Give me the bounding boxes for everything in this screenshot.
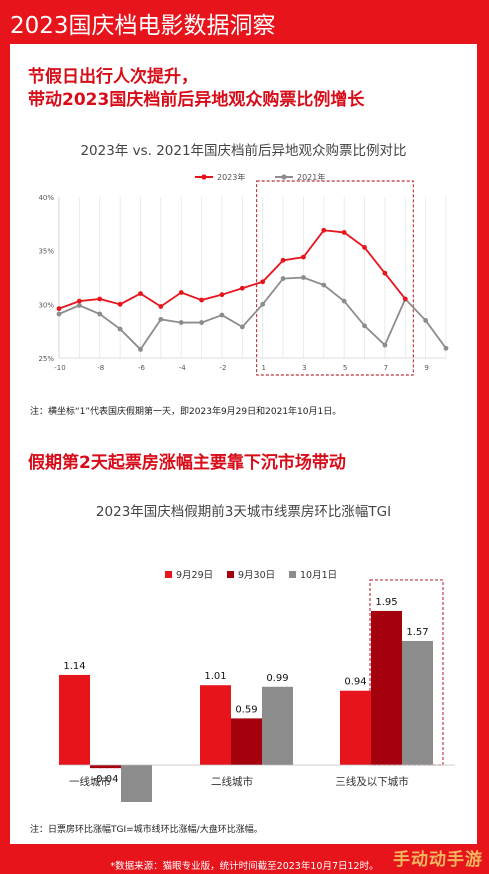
series-line-2021年 (58, 276, 447, 351)
content-card: 节假日出行人次提升， 带动2023国庆档前后异地观众购票比例增长 2023年 v… (10, 44, 477, 844)
data-point-2023年 (402, 296, 408, 302)
legend-label-1: 2021年 (297, 172, 325, 182)
bar-一线城市-9月30日 (90, 765, 121, 769)
bar-value-label: 1.14 (63, 661, 85, 672)
section1-title-line2: 带动2023国庆档前后异地观众购票比例增长 (28, 90, 365, 110)
x-tick-label: -4 (179, 364, 187, 372)
x-tick-label: 5 (343, 364, 347, 372)
x-tick-label: -2 (219, 364, 226, 372)
bar-二线城市-9月29日 (200, 685, 231, 765)
bar-二线城市-10月1日 (262, 686, 293, 765)
section2-title: 假期第2天起票房涨幅主要靠下沉市场带动 (28, 453, 346, 473)
data-source-footer: *数据来源：猫眼专业版，统计时间截至2023年10月7日12时。 (110, 861, 379, 872)
data-point-2023年 (280, 257, 286, 263)
legend-marker-0 (201, 174, 207, 180)
line-chart-note: 注：横坐标“1”代表国庆假期第一天，即2023年9月29日和2021年10月1日… (30, 407, 342, 417)
data-point-2023年 (239, 285, 245, 291)
bar-三线及以下城市-9月29日 (340, 690, 371, 765)
x-tick-label: 1 (261, 364, 265, 372)
series-line-2023年 (58, 229, 406, 310)
section1-title-line1: 节假日出行人次提升， (28, 67, 198, 87)
data-point-2021年 (56, 311, 62, 317)
data-point-2023年 (117, 301, 123, 307)
category-label: 二线城市 (211, 775, 253, 788)
line-chart-title: 2023年 vs. 2021年国庆档前后异地观众购票比例对比 (80, 143, 407, 159)
category-label: 一线城市 (69, 775, 111, 788)
x-tick-label: 9 (424, 364, 428, 372)
line-chart: 2023年 2021年 25% 30% 35% 40% -10 -8 -6 -4 -2 1 3 5 7 9 (38, 172, 449, 376)
bar-value-label: 1.01 (204, 671, 226, 682)
data-point-2023年 (219, 292, 225, 298)
legend-label-2: 10月1日 (300, 570, 337, 581)
data-point-2023年 (382, 270, 388, 276)
bar-value-label: 1.95 (375, 597, 397, 608)
x-tick-label: -6 (138, 364, 146, 372)
data-point-2023年 (158, 304, 164, 309)
data-point-2021年 (443, 345, 449, 351)
data-point-2023年 (199, 297, 204, 303)
x-tick-label: 3 (302, 364, 306, 372)
bar-value-label: 0.59 (235, 704, 257, 715)
data-point-2023年 (76, 298, 82, 304)
bar-value-label: -0.04 (93, 774, 119, 785)
bar-chart-title: 2023年国庆档假期前3天城市线票房环比涨幅TGI (95, 504, 392, 520)
data-point-2023年 (301, 254, 306, 260)
data-point-2023年 (321, 227, 327, 233)
data-point-2021年 (341, 298, 347, 304)
data-point-2023年 (362, 245, 367, 250)
data-point-2021年 (199, 320, 204, 325)
data-point-2021年 (219, 312, 225, 318)
bar-chart: 9月29日9月30日10月1日1.14-0.04-0.681.010.590.9… (59, 570, 455, 802)
data-point-2021年 (321, 282, 327, 288)
data-point-2023年 (260, 279, 266, 285)
bar-value-label: 0.94 (344, 677, 366, 688)
data-point-2021年 (301, 275, 306, 280)
bar-value-label: 0.99 (266, 673, 288, 684)
page-header-title: 2023国庆档电影数据洞察 (10, 13, 276, 39)
legend-label-1: 9月30日 (238, 570, 275, 581)
data-point-2021年 (362, 323, 367, 329)
data-point-2021年 (76, 303, 82, 308)
legend-swatch-0 (165, 571, 172, 578)
data-point-2023年 (56, 306, 62, 312)
data-point-2021年 (260, 301, 266, 307)
y-tick-label: 25% (38, 355, 54, 363)
legend-label-0: 2023年 (217, 172, 245, 182)
x-tick-label: 7 (384, 364, 388, 372)
bar-三线及以下城市-10月1日 (402, 640, 433, 765)
data-point-2021年 (138, 347, 143, 352)
bar-三线及以下城市-9月30日 (371, 610, 402, 765)
bar-value-label: 1.57 (406, 627, 428, 638)
data-point-2023年 (178, 290, 184, 295)
data-point-2021年 (280, 276, 286, 281)
x-tick-label: -10 (54, 364, 65, 372)
legend-marker-1 (281, 174, 287, 180)
data-point-2021年 (423, 318, 429, 323)
legend-swatch-1 (227, 571, 234, 578)
bar-chart-note: 注：日票房环比涨幅TGI=城市线环比涨幅/大盘环比涨幅。 (30, 825, 263, 835)
legend-label-0: 9月29日 (176, 570, 213, 581)
legend-swatch-2 (289, 571, 296, 578)
x-tick-label: -8 (97, 364, 104, 372)
data-point-2023年 (138, 291, 143, 296)
bar-一线城市-10月1日 (121, 765, 152, 802)
bar-二线城市-9月30日 (231, 718, 262, 765)
data-point-2021年 (239, 324, 245, 330)
y-tick-label: 40% (38, 194, 54, 202)
data-point-2021年 (382, 342, 388, 348)
category-label: 三线及以下城市 (335, 775, 409, 788)
bar-一线城市-9月29日 (59, 674, 90, 765)
data-point-2021年 (158, 316, 164, 322)
data-point-2023年 (97, 296, 103, 302)
data-point-2023年 (341, 230, 347, 235)
data-point-2021年 (117, 326, 123, 332)
y-tick-label: 30% (38, 301, 54, 309)
data-point-2021年 (178, 320, 184, 325)
data-point-2021年 (97, 311, 103, 317)
line-legend: 2023年 2021年 (195, 172, 325, 182)
highlight-box-tier3 (369, 579, 444, 766)
y-tick-label: 35% (38, 248, 54, 256)
watermark-logo: 手动动手游 (393, 850, 483, 870)
